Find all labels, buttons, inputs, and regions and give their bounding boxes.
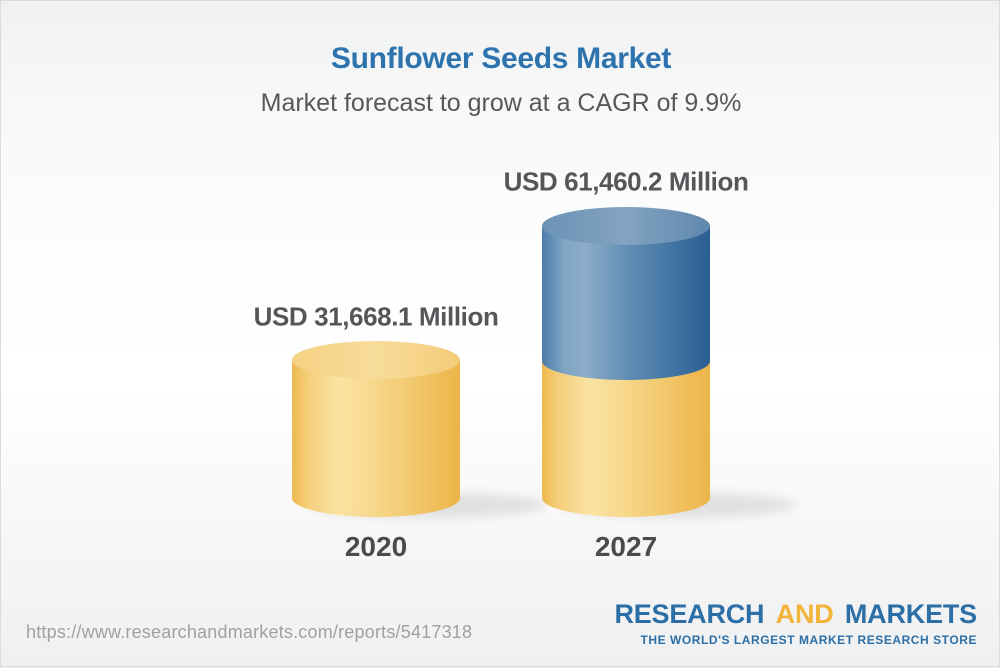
research-and-markets-logo: RESEARCH AND MARKETS THE WORLD'S LARGEST… <box>614 601 977 647</box>
logo-wordmark: RESEARCH AND MARKETS <box>614 601 977 628</box>
bar-2020-top <box>292 341 460 379</box>
category-label-2020: 2020 <box>344 531 408 562</box>
report-url: https://www.researchandmarkets.com/repor… <box>26 622 473 642</box>
bar-2027-upper-segment <box>542 226 710 380</box>
value-label-2027: USD 61,460.2 Million <box>503 166 749 197</box>
logo-word-research: RESEARCH <box>614 599 765 629</box>
page-title: Sunflower Seeds Market <box>330 42 672 75</box>
page-subtitle: Market forecast to grow at a CAGR of 9.9… <box>260 89 742 117</box>
bar-2027-lower-segment <box>542 361 710 517</box>
logo-tagline: THE WORLD'S LARGEST MARKET RESEARCH STOR… <box>640 633 977 647</box>
category-label-2027: 2027 <box>594 531 658 562</box>
bar-2027 <box>542 207 710 517</box>
bar-2027-top <box>542 207 710 245</box>
bar-2020-body <box>292 360 460 517</box>
bar-2020 <box>292 341 460 517</box>
logo-word-markets: MARKETS <box>844 599 977 629</box>
logo-word-and: AND <box>775 599 834 629</box>
value-label-2020: USD 31,668.1 Million <box>253 301 499 332</box>
